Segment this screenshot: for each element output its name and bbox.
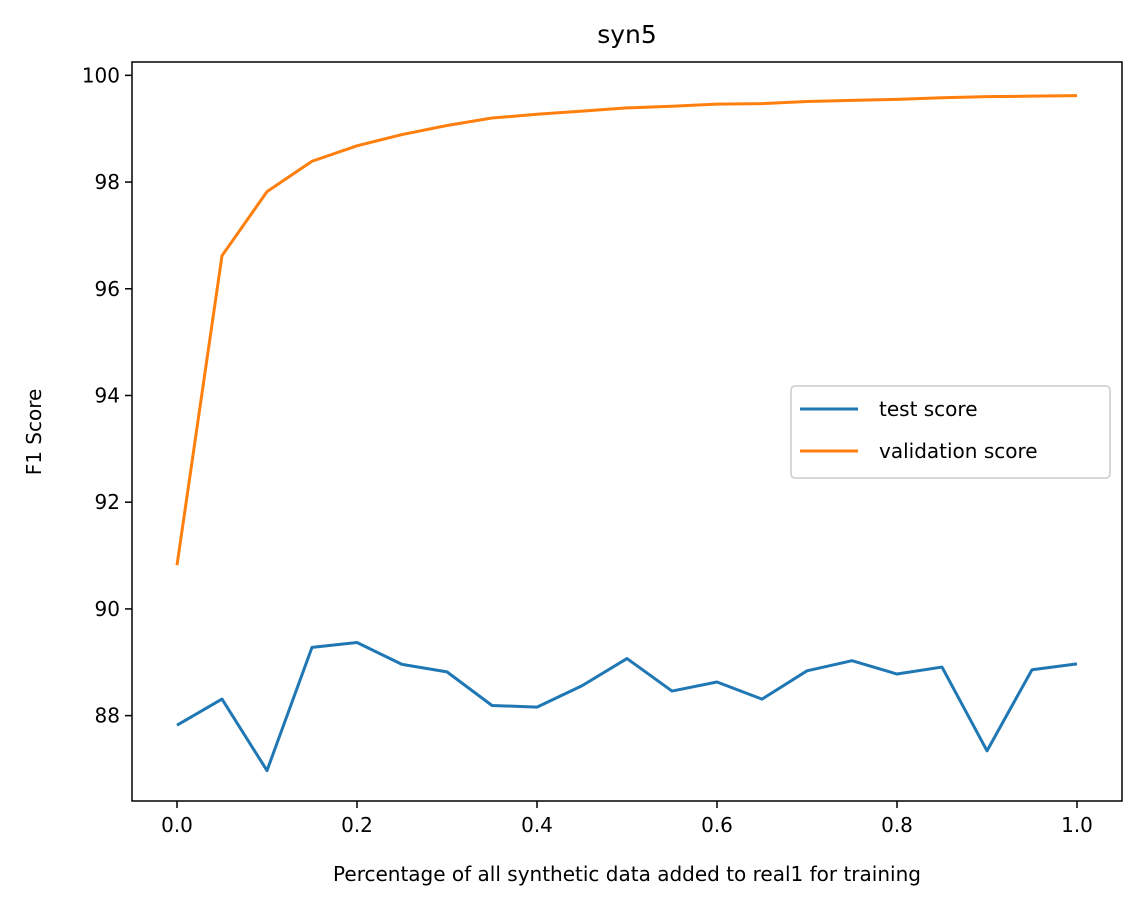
y-tick-label: 88 — [95, 704, 120, 728]
plot-frame — [131, 61, 1123, 802]
y-axis: 88 90 92 94 96 98 100 — [82, 63, 132, 728]
y-tick-label: 96 — [95, 277, 120, 301]
x-tick-label: 0.2 — [341, 813, 373, 837]
y-tick-label: 94 — [95, 383, 120, 407]
legend-label-validation-score: validation score — [879, 439, 1038, 463]
x-axis-label: Percentage of all synthetic data added t… — [333, 862, 921, 886]
y-axis-label: F1 Score — [22, 389, 46, 476]
legend-label-test-score: test score — [879, 397, 978, 421]
legend: test score validation score — [790, 385, 1111, 479]
y-tick-label: 92 — [95, 490, 120, 514]
legend-box — [790, 385, 1111, 479]
x-tick-label: 0.8 — [881, 813, 913, 837]
chart-title: syn5 — [597, 20, 657, 49]
x-tick-label: 0.6 — [701, 813, 733, 837]
y-tick-label: 90 — [95, 597, 120, 621]
series-line-test-score — [176, 641, 1078, 773]
x-tick-label: 0.0 — [161, 813, 193, 837]
legend-items: test score validation score — [800, 397, 1038, 463]
series-line-validation-score — [175, 94, 1078, 566]
plot-lines — [175, 94, 1078, 773]
y-tick-label: 100 — [82, 63, 120, 87]
x-tick-label: 1.0 — [1061, 813, 1093, 837]
y-tick-label: 98 — [95, 170, 120, 194]
x-tick-label: 0.4 — [521, 813, 553, 837]
x-axis: 0.0 0.2 0.4 0.6 0.8 1.0 — [161, 801, 1093, 837]
